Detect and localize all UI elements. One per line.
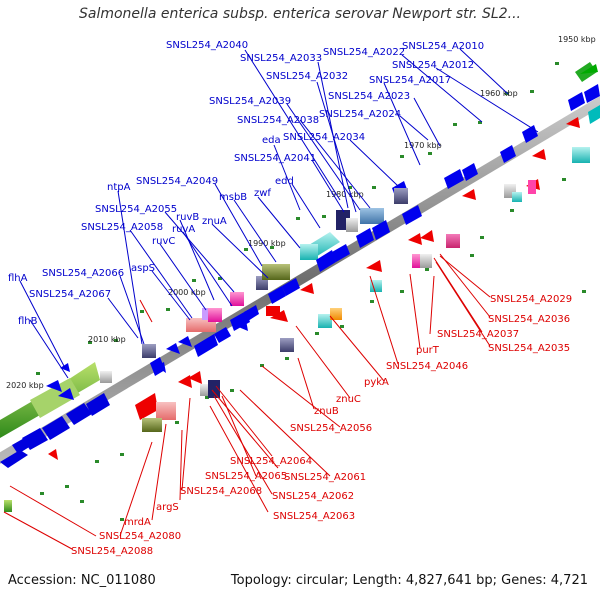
gene-label-SNSL254_A2036[interactable]: SNSL254_A2036	[488, 314, 570, 325]
gene-label-SNSL254_A2065[interactable]: SNSL254_A2065	[205, 471, 287, 482]
gene-label-msbB[interactable]: msbB	[219, 192, 247, 203]
gene-label-argS[interactable]: argS	[156, 502, 179, 513]
gene-label-SNSL254_A2066[interactable]: SNSL254_A2066	[42, 268, 124, 279]
gene-label-purT[interactable]: purT	[416, 345, 440, 356]
kbp-marker-1960: 1960 kbp	[480, 89, 518, 98]
gene-label-SNSL254_A2035[interactable]: SNSL254_A2035	[488, 343, 570, 354]
gene-label-SNSL254_A2037[interactable]: SNSL254_A2037	[437, 329, 519, 340]
genome-title: Salmonella enterica subsp. enterica sero…	[79, 6, 521, 22]
kbp-marker-2020: 2020 kbp	[6, 381, 44, 390]
gene-label-SNSL254_A2062[interactable]: SNSL254_A2062	[272, 491, 354, 502]
kbp-marker-1990: 1990 kbp	[248, 239, 286, 248]
scale-ticks	[36, 62, 586, 521]
gene-label-znuA[interactable]: znuA	[202, 216, 227, 227]
gene-label-SNSL254_A2080[interactable]: SNSL254_A2080	[99, 531, 181, 542]
gene-label-znuC[interactable]: znuC	[336, 394, 361, 405]
gene-label-pykA[interactable]: pykA	[364, 377, 389, 388]
kbp-marker-2000: 2000 kbp	[168, 288, 206, 297]
gene-label-SNSL254_A2038[interactable]: SNSL254_A2038	[237, 115, 319, 126]
reverse-strand-genes	[4, 117, 580, 512]
gene-label-SNSL254_A2046[interactable]: SNSL254_A2046	[386, 361, 468, 372]
gene-label-ntpA[interactable]: ntpA	[107, 182, 131, 193]
gene-label-SNSL254_A2041[interactable]: SNSL254_A2041	[234, 153, 316, 164]
gene-label-SNSL254_A2088[interactable]: SNSL254_A2088	[71, 546, 153, 557]
gene-label-edd[interactable]: edd	[275, 176, 294, 187]
gene-label-SNSL254_A2049[interactable]: SNSL254_A2049	[136, 176, 218, 187]
kbp-marker-1950: 1950 kbp	[558, 35, 596, 44]
kbp-marker-1970: 1970 kbp	[404, 141, 442, 150]
gene-label-eda[interactable]: eda	[262, 135, 281, 146]
gene-label-znuB[interactable]: znuB	[314, 406, 339, 417]
gene-label-flhA[interactable]: flhA	[8, 273, 28, 284]
gene-label-SNSL254_A2056[interactable]: SNSL254_A2056	[290, 423, 372, 434]
gene-label-ruvA[interactable]: ruvA	[172, 224, 195, 235]
kbp-marker-2010: 2010 kbp	[88, 335, 126, 344]
accession-label: Accession: NC_011080	[8, 573, 156, 588]
gene-label-SNSL254_A2034[interactable]: SNSL254_A2034	[283, 132, 365, 143]
reverse-connectors	[3, 253, 491, 550]
gene-label-SNSL254_A2023[interactable]: SNSL254_A2023	[328, 91, 410, 102]
gene-label-SNSL254_A2032[interactable]: SNSL254_A2032	[266, 71, 348, 82]
gene-label-SNSL254_A2063[interactable]: SNSL254_A2063	[273, 511, 355, 522]
gene-label-SNSL254_A2040[interactable]: SNSL254_A2040	[166, 40, 248, 51]
gene-label-SNSL254_A2064[interactable]: SNSL254_A2064	[230, 456, 312, 467]
gene-label-SNSL254_A2055[interactable]: SNSL254_A2055	[95, 204, 177, 215]
gene-label-SNSL254_A2061[interactable]: SNSL254_A2061	[284, 472, 366, 483]
gene-label-SNSL254_A2068[interactable]: SNSL254_A2068	[180, 486, 262, 497]
gene-label-SNSL254_A2024[interactable]: SNSL254_A2024	[319, 109, 401, 120]
gene-label-SNSL254_A2067[interactable]: SNSL254_A2067	[29, 289, 111, 300]
gene-label-SNSL254_A2022[interactable]: SNSL254_A2022	[323, 47, 405, 58]
forward-strand-genes	[0, 62, 600, 468]
forward-connectors	[19, 48, 539, 379]
gene-label-SNSL254_A2039[interactable]: SNSL254_A2039	[209, 96, 291, 107]
gene-label-SNSL254_A2033[interactable]: SNSL254_A2033	[240, 53, 322, 64]
topology-label: Topology: circular; Length: 4,827,641 bp…	[230, 573, 588, 588]
gene-label-flhB[interactable]: flhB	[18, 316, 38, 327]
gene-label-mrdA[interactable]: mrdA	[124, 517, 151, 528]
gene-label-aspS[interactable]: aspS	[131, 263, 155, 274]
gene-label-SNSL254_A2058[interactable]: SNSL254_A2058	[81, 222, 163, 233]
gene-label-SNSL254_A2017[interactable]: SNSL254_A2017	[369, 75, 451, 86]
gene-label-zwf[interactable]: zwf	[254, 188, 271, 199]
gene-label-SNSL254_A2029[interactable]: SNSL254_A2029	[490, 294, 572, 305]
gene-label-ruvB[interactable]: ruvB	[176, 212, 199, 223]
gene-label-SNSL254_A2012[interactable]: SNSL254_A2012	[392, 60, 474, 71]
gene-label-SNSL254_A2010[interactable]: SNSL254_A2010	[402, 41, 484, 52]
gene-label-ruvC[interactable]: ruvC	[152, 236, 175, 247]
